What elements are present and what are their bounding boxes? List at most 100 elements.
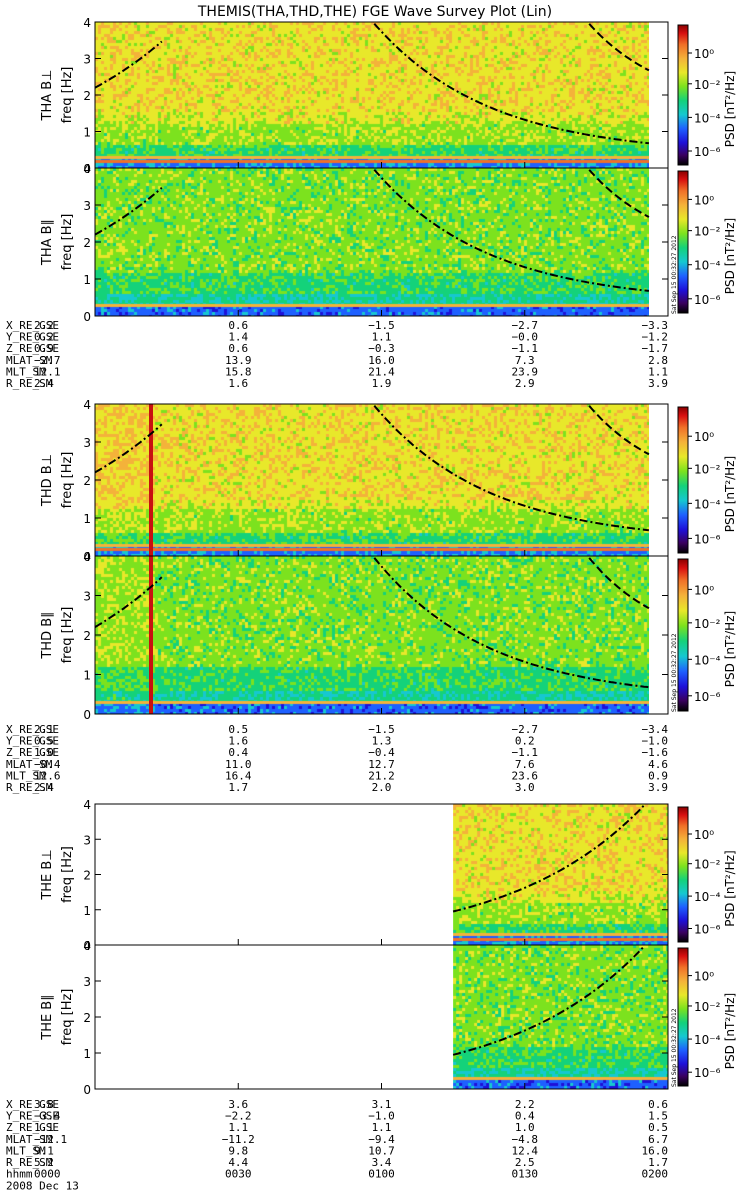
spectrogram-image <box>453 804 668 945</box>
y-tick-label: 4 <box>83 939 91 953</box>
panel-label: THE B∥ <box>40 994 55 1040</box>
y-tick-label: 2 <box>83 1011 91 1025</box>
colorbar-gradient <box>678 559 688 711</box>
colorbar-tick-label: 10⁻⁶ <box>694 923 721 937</box>
figure-title: THEMIS(THA,THD,THE) FGE Wave Survey Plot… <box>197 4 552 20</box>
colorbar-gradient <box>678 807 688 942</box>
timestamp-stamp: Sat Sep 15 00:32:27 2012 <box>671 1008 678 1087</box>
y-axis-label: freq [Hz] <box>60 452 75 509</box>
spectrogram-panel-3: 01234THD B∥ freq [Hz]10⁰10⁻²10⁻⁴10⁻⁶PSD [… <box>40 550 737 722</box>
panel-label: THE B⊥ <box>40 849 55 900</box>
y-tick-label: 0 <box>83 708 91 722</box>
colorbar-tick-label: 10⁻² <box>694 617 721 631</box>
ephemeris-value: 2.0 <box>372 781 392 794</box>
colorbar-tick-label: 10⁻⁴ <box>694 111 721 125</box>
spectrogram-image <box>95 168 649 316</box>
y-tick-label: 3 <box>83 436 91 450</box>
y-axis-label: freq [Hz] <box>60 607 75 664</box>
ephemeris-value: 1.6 <box>228 377 248 390</box>
colorbar-tick-label: 10⁻⁶ <box>694 532 721 546</box>
wave-survey-figure: THEMIS(THA,THD,THE) FGE Wave Survey Plot… <box>0 0 750 1200</box>
y-tick-label: 0 <box>83 310 91 324</box>
panel-label: THD B⊥ <box>40 454 55 507</box>
panel-label: THD B∥ <box>40 611 55 659</box>
ephemeris-value: 3.9 <box>648 781 668 794</box>
spectrogram-image <box>95 22 649 168</box>
ephemeris-tha: X_RE_GSE2.2 0.6 −1.5 −2.7 −3.3Y_RE_GSE0.2 1.4… <box>6 319 668 390</box>
ephemeris-the: X_RE_GSE3.8 3.6 3.1 2.2 0.6Y_RE_GSE−3.4 −2.2−… <box>6 1098 668 1193</box>
colorbar-tick-label: 10⁻² <box>694 462 721 476</box>
timestamp-stamp: Sat Sep 15 00:32:27 2012 <box>671 633 678 712</box>
y-tick-label: 0 <box>83 1083 91 1097</box>
spectrogram-panel-4: 01234THE B⊥ freq [Hz]10⁰10⁻²10⁻⁴10⁻⁶PSD [… <box>40 798 737 953</box>
y-axis-label: freq [Hz] <box>60 989 75 1046</box>
colorbar: 10⁰ 10⁻² 10⁻⁴ 10⁻⁶PSD [nT²/Hz] Sat Sep 15 00… <box>671 559 737 712</box>
y-tick-label: 1 <box>83 1047 91 1061</box>
ephemeris-value: 2.9 <box>515 377 535 390</box>
ephemeris-value: 1.9 <box>372 377 392 390</box>
colorbar-label: PSD [nT²/Hz] <box>723 993 737 1069</box>
y-tick-label: 3 <box>83 590 91 604</box>
colorbar-tick-label: 10⁻⁶ <box>694 690 721 704</box>
y-tick-label: 2 <box>83 236 91 250</box>
y-tick-label: 2 <box>83 474 91 488</box>
y-tick-label: 4 <box>83 798 91 812</box>
spike-event <box>149 556 153 714</box>
colorbar-label: PSD [nT²/Hz] <box>723 456 737 532</box>
y-tick-label: 4 <box>83 162 91 176</box>
y-axis-label: freq [Hz] <box>60 214 75 271</box>
ephemeris-value: 2.4 <box>34 377 54 390</box>
ephemeris-value: 2.4 <box>34 781 54 794</box>
y-tick-label: 1 <box>83 669 91 683</box>
colorbar-tick-label: 10⁰ <box>694 430 714 444</box>
colorbar-tick-label: 10⁰ <box>694 193 714 207</box>
y-axis-label: freq [Hz] <box>60 67 75 124</box>
y-tick-label: 2 <box>83 89 91 103</box>
y-tick-label: 3 <box>83 975 91 989</box>
timestamp-stamp: Sat Sep 15 00:32:27 2012 <box>671 235 678 314</box>
y-tick-label: 3 <box>83 53 91 67</box>
time-tick-label: 0130 <box>512 1168 539 1181</box>
colorbar-label: PSD [nT²/Hz] <box>723 611 737 687</box>
spectrogram-image <box>95 404 649 556</box>
y-tick-label: 1 <box>83 904 91 918</box>
colorbar-tick-label: 10⁻⁴ <box>694 653 721 667</box>
ephemeris-value: 3.0 <box>515 781 535 794</box>
colorbar-tick-label: 10⁻⁶ <box>694 1066 721 1080</box>
colorbar-tick-label: 10⁰ <box>694 970 714 984</box>
time-tick-label: 0100 <box>368 1168 395 1181</box>
panel-label: THA B⊥ <box>40 70 55 122</box>
colorbar-tick-label: 10⁻⁶ <box>694 145 721 159</box>
time-tick-label: 0030 <box>225 1168 252 1181</box>
colorbar-tick-label: 10⁻⁴ <box>694 890 721 904</box>
y-axis-label: freq [Hz] <box>60 846 75 903</box>
panel-label: THA B∥ <box>40 219 55 266</box>
colorbar-gradient <box>678 407 688 553</box>
spectrogram-image <box>453 945 668 1089</box>
colorbar-tick-label: 10⁻² <box>694 225 721 239</box>
y-tick-label: 1 <box>83 126 91 140</box>
colorbar-tick-label: 10⁰ <box>694 47 714 61</box>
colorbar-tick-label: 10⁻² <box>694 858 721 872</box>
y-tick-label: 3 <box>83 833 91 847</box>
ephemeris-value: 3.9 <box>648 377 668 390</box>
spectrogram-panel-2: 01234THD B⊥ freq [Hz]10⁰10⁻²10⁻⁴10⁻⁶PSD [… <box>40 398 737 564</box>
colorbar-gradient <box>678 948 688 1086</box>
y-tick-label: 2 <box>83 629 91 643</box>
colorbar-tick-label: 10⁻⁴ <box>694 259 721 273</box>
colorbar: 10⁰ 10⁻² 10⁻⁴ 10⁻⁶PSD [nT²/Hz] <box>678 407 737 553</box>
date-label: 2008 Dec 13 <box>6 1180 79 1193</box>
colorbar-label: PSD [nT²/Hz] <box>723 71 737 147</box>
colorbar-tick-label: 10⁻⁴ <box>694 1033 721 1047</box>
colorbar-tick-label: 10⁰ <box>694 583 714 597</box>
spectrogram-image <box>95 556 649 714</box>
colorbar-tick-label: 10⁻⁶ <box>694 293 721 307</box>
y-tick-label: 4 <box>83 16 91 30</box>
